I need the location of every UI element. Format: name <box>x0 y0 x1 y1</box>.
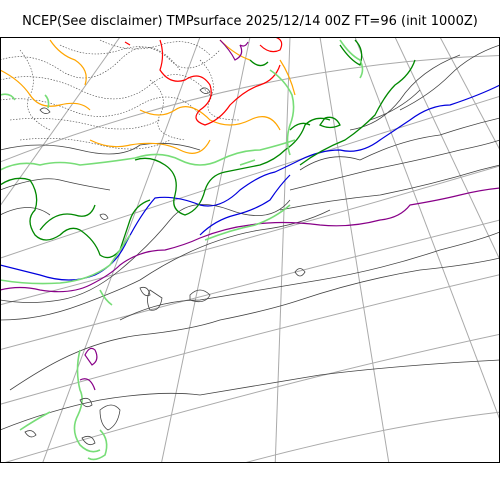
map-frame <box>0 37 500 463</box>
longitude-lines <box>0 37 500 463</box>
dense-isotherms <box>0 39 241 150</box>
isotherms-lightgreen <box>0 39 364 461</box>
isotherms-green <box>0 39 416 259</box>
isotherms-blue <box>0 84 500 281</box>
isotherms-gray <box>0 44 500 431</box>
isotherms-purple <box>0 39 500 391</box>
isotherms-orange <box>0 39 296 154</box>
small-isotherm-rings <box>24 87 211 446</box>
isotherms-red <box>124 37 283 126</box>
map-title: NCEP(See disclaimer) TMPsurface 2025/12/… <box>22 14 478 29</box>
latitude-lines <box>0 55 500 463</box>
